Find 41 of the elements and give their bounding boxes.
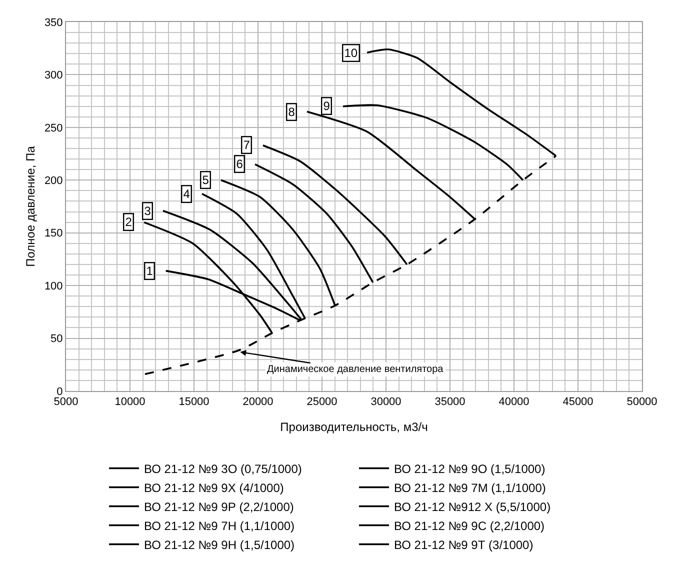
annotation: 6	[236, 157, 244, 172]
x-tick-label: 30000	[370, 396, 402, 408]
x-axis-title: Производительность, м3/ч	[280, 420, 428, 434]
y-tick-label: 350	[44, 16, 63, 29]
annotation: 10	[344, 46, 358, 60]
y-tick-label: 150	[44, 228, 63, 240]
y-tick-label: 0	[56, 386, 63, 398]
x-tick-label: 35000	[434, 396, 466, 408]
annotation: 2	[125, 215, 132, 230]
legend-label: ВО 21-12 №9 9Н (1,5/1000)	[144, 538, 295, 552]
legend-label: ВО 21-12 №9 9Р (2,2/1000)	[144, 500, 294, 514]
x-tick-label: 40000	[498, 396, 530, 408]
annotation: 5	[202, 173, 210, 188]
legend-label: ВО 21-12 №9 9О (1,5/1000)	[394, 462, 546, 476]
annotation: 3	[144, 204, 152, 218]
annotation: Динамическое давление вентилятора	[267, 364, 444, 375]
legend-label: ВО 21-12 №9 7Н (1,1/1000)	[144, 518, 295, 533]
legend-label: ВО 21-12 №912 Х (5,5/1000)	[394, 500, 551, 514]
y-tick-label: 50	[50, 333, 63, 346]
x-tick-label: 50000	[626, 396, 658, 408]
y-axis-title: Полное давление, Па	[24, 146, 38, 267]
x-tick-label: 25000	[306, 396, 338, 408]
legend-label: ВО 21-12 №9 9Т (3/1000)	[394, 538, 534, 552]
y-tick-label: 250	[44, 122, 63, 134]
x-tick-label: 5000	[54, 396, 78, 408]
annotation: 4	[183, 187, 190, 202]
x-tick-label: 15000	[178, 396, 210, 408]
annotation: 1	[146, 264, 154, 278]
y-tick-label: 200	[44, 174, 63, 187]
y-tick-label: 100	[44, 280, 63, 292]
x-tick-label: 45000	[562, 396, 594, 408]
legend-label: ВО 21-12 №9 9С (2,2/1000)	[394, 518, 545, 533]
legend-label: ВО 21-12 №9 3О (0,75/1000)	[144, 462, 302, 476]
x-tick-label: 10000	[114, 396, 146, 408]
legend-label: ВО 21-12 №9 7М (1,1/1000)	[394, 480, 546, 495]
x-tick-label: 20000	[242, 396, 274, 408]
annotation: 7	[243, 138, 250, 152]
legend-label: ВО 21-12 №9 9Х (4/1000)	[144, 480, 284, 495]
annotation: 9	[323, 99, 330, 114]
y-tick-label: 300	[44, 70, 63, 82]
annotation: 8	[288, 105, 296, 120]
